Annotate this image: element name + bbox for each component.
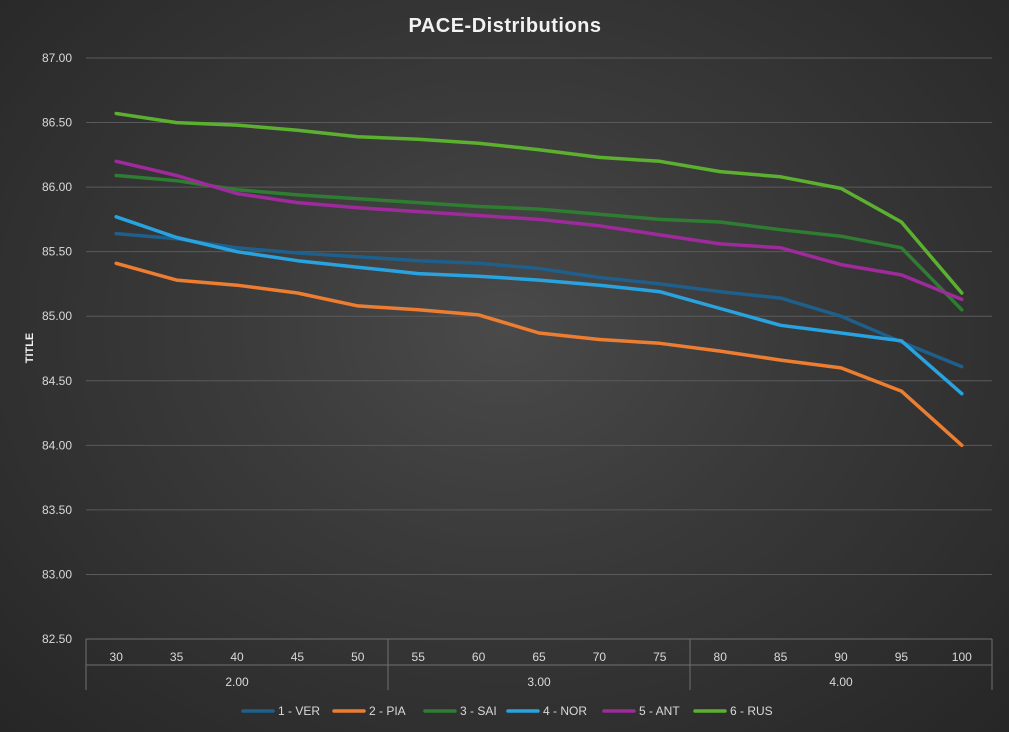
x-tick-label: 40 — [230, 650, 244, 664]
x-group-label: 3.00 — [527, 675, 551, 689]
y-tick-label: 82.50 — [42, 632, 72, 646]
y-axis-ticks: 82.50 83.00 83.50 84.00 84.50 85.00 85.50 86.00… — [42, 51, 72, 646]
x-group-label: 2.00 — [225, 675, 249, 689]
series-line-4 — [114, 215, 964, 396]
series-line-6 — [114, 111, 964, 295]
series-line-5 — [114, 159, 964, 302]
x-tick-label: 50 — [351, 650, 365, 664]
y-tick-label: 84.50 — [42, 374, 72, 388]
legend-label: 5 - ANT — [639, 704, 680, 718]
y-tick-label: 83.00 — [42, 567, 72, 581]
x-axis: 30 35 40 45 50 55 60 65 70 75 80 85 90 95 100 2.00 3.00 4… — [85, 639, 993, 690]
x-tick-label: 60 — [472, 650, 486, 664]
x-tick-label: 80 — [714, 650, 728, 664]
x-tick-label: 65 — [532, 650, 546, 664]
y-tick-label: 84.00 — [42, 438, 72, 452]
x-tick-label: 90 — [834, 650, 848, 664]
x-group-label: 4.00 — [829, 675, 853, 689]
y-tick-label: 86.50 — [42, 116, 72, 130]
x-tick-label: 100 — [952, 650, 972, 664]
x-tick-label: 55 — [412, 650, 426, 664]
y-tick-label: 85.00 — [42, 309, 72, 323]
x-tick-label: 35 — [170, 650, 184, 664]
x-tick-label: 85 — [774, 650, 788, 664]
legend-label: 4 - NOR — [543, 704, 587, 718]
x-tick-label: 75 — [653, 650, 667, 664]
chart-title: PACE-Distributions — [408, 15, 601, 37]
series-line-1 — [114, 231, 964, 369]
y-axis-title: TITLE — [24, 333, 36, 364]
y-tick-label: 83.50 — [42, 503, 72, 517]
y-tick-label: 87.00 — [42, 51, 72, 65]
legend: 1 - VER 2 - PIA 3 - SAI 4 - NOR 5 - ANT 6 - R… — [241, 704, 773, 718]
y-tick-label: 86.00 — [42, 180, 72, 194]
legend-label: 1 - VER — [278, 704, 320, 718]
x-tick-label: 45 — [291, 650, 305, 664]
gridlines — [86, 57, 992, 640]
x-tick-label: 70 — [593, 650, 607, 664]
legend-label: 3 - SAI — [460, 704, 497, 718]
series-group — [114, 111, 964, 448]
y-tick-label: 85.50 — [42, 245, 72, 259]
series-line-2 — [114, 261, 964, 448]
legend-label: 6 - RUS — [730, 704, 773, 718]
x-tick-label: 30 — [110, 650, 124, 664]
series-line-3 — [114, 173, 964, 312]
legend-label: 2 - PIA — [369, 704, 406, 718]
x-tick-label: 95 — [895, 650, 909, 664]
